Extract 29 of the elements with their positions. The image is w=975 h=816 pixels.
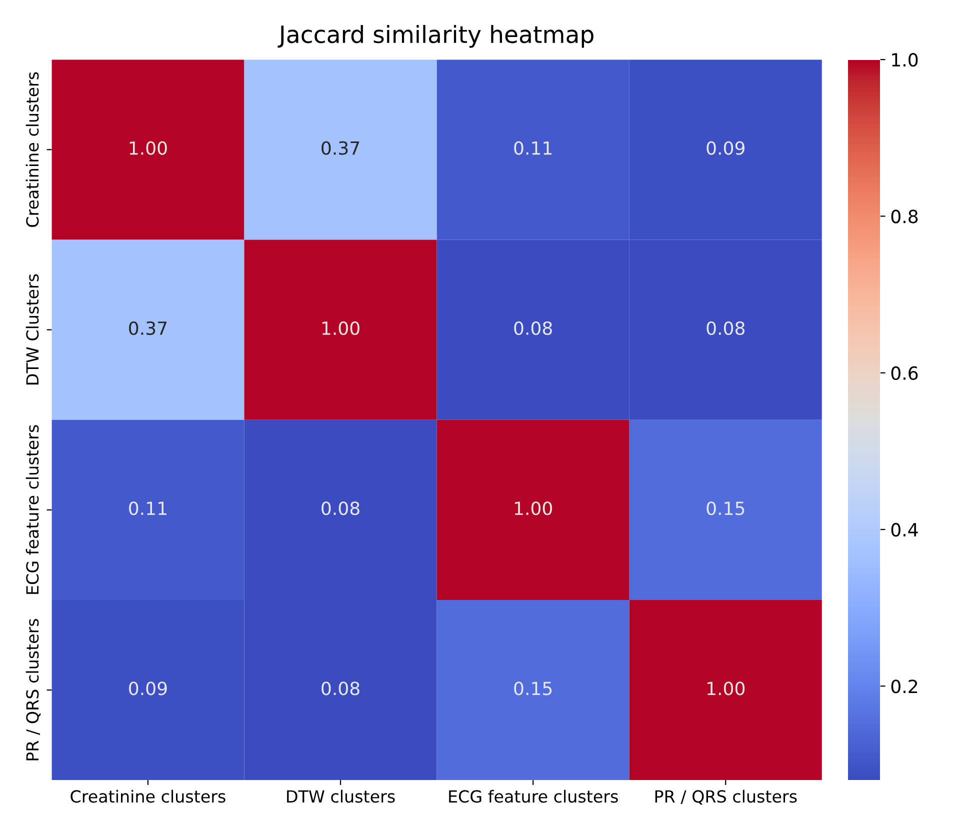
chart-title: Jaccard similarity heatmap — [278, 24, 594, 48]
color-bar-label: 0.6 — [891, 366, 918, 380]
data-label: 1.00 — [514, 501, 552, 516]
data-label: 1.00 — [322, 321, 360, 336]
data-label: 1.00 — [130, 141, 167, 155]
y-tick-label: DTW Clusters — [26, 274, 39, 384]
x-tick-label: PR / QRS clusters — [655, 790, 797, 805]
color-bar-label: 1.0 — [892, 53, 918, 67]
y-tick-label: ECG feature clusters — [26, 425, 39, 594]
data-label: 0.08 — [322, 501, 360, 516]
data-label: 0.09 — [706, 141, 744, 155]
data-label: 1.00 — [708, 682, 745, 696]
color-bar-label: 0.8 — [891, 210, 918, 224]
data-label: 0.15 — [514, 682, 552, 696]
color-bar-label: 0.2 — [891, 680, 918, 694]
data-label: 0.37 — [129, 321, 167, 336]
data-label: 0.37 — [322, 141, 360, 155]
x-tick-label: ECG feature clusters — [449, 790, 618, 803]
data-label: 0.08 — [322, 682, 360, 696]
data-label: 0.11 — [514, 141, 552, 155]
y-tick-label: Creatinine clusters — [26, 72, 39, 227]
x-tick-label: Creatinine clusters — [70, 790, 226, 803]
data-label: 0.11 — [129, 501, 166, 516]
x-tick-label: DTW clusters — [287, 790, 395, 803]
data-label: 0.15 — [706, 501, 744, 516]
data-label: 0.08 — [514, 321, 552, 336]
data-label: 0.09 — [129, 682, 167, 696]
data-label: 0.08 — [706, 321, 745, 336]
color-bar-label: 0.4 — [891, 522, 918, 537]
